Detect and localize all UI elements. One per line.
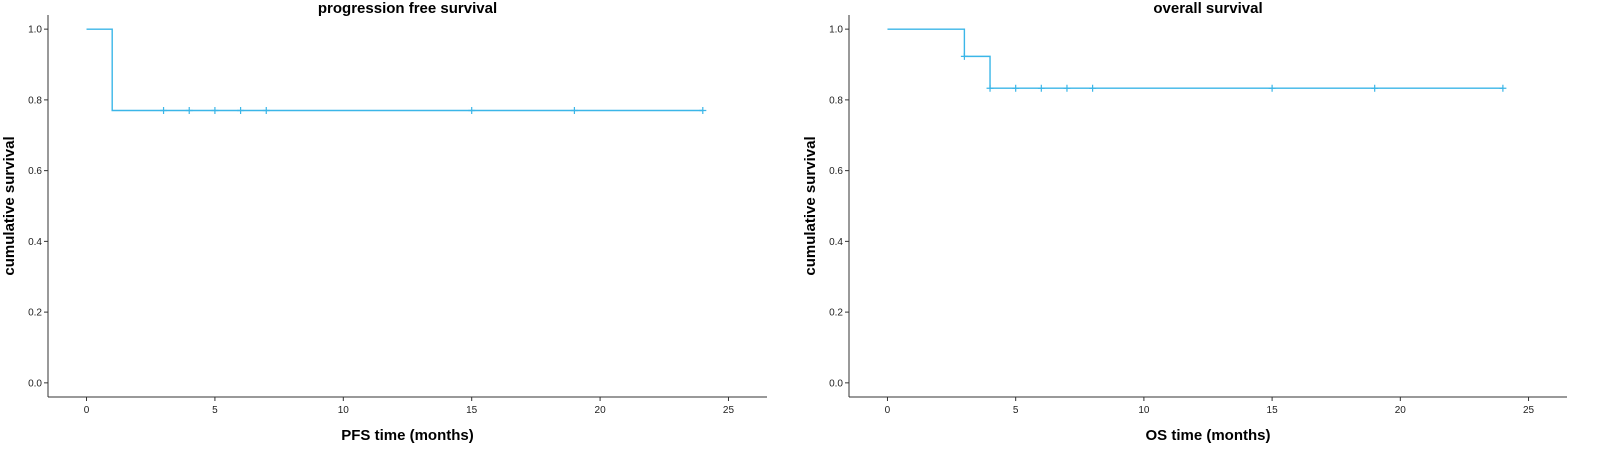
x-tick-label: 0 (84, 405, 90, 416)
x-axis-label: OS time (months) (1145, 427, 1270, 444)
y-tick-label: 0.2 (28, 308, 42, 319)
censor-mark (1037, 84, 1045, 92)
y-tick-label: 0.8 (829, 95, 843, 106)
censor-mark (237, 107, 245, 114)
marks (86, 28, 707, 114)
censor-mark (1012, 84, 1020, 92)
chart-title: overall survival (1153, 0, 1262, 17)
x-tick-label: 5 (1013, 405, 1019, 416)
axes (848, 15, 1567, 398)
censor-mark (1089, 84, 1097, 92)
censor-mark (1268, 84, 1276, 92)
censor-mark (1499, 84, 1507, 92)
y-tick-label: 0.0 (28, 378, 42, 389)
x-tick-label: 20 (1395, 405, 1407, 416)
x-tick-label: 5 (212, 405, 218, 416)
x-tick-label: 25 (1523, 405, 1535, 416)
x-tick-label: 0 (885, 405, 891, 416)
censor-mark (185, 107, 193, 114)
x-tick-label: 15 (1267, 405, 1279, 416)
chart-title: progression free survival (318, 0, 497, 17)
ticks: 0 5 10 15 20 25 0.0 0.2 0.4 0.6 0.8 1.0 (829, 25, 1534, 416)
y-tick-label: 0.8 (28, 95, 42, 106)
marks (887, 28, 1507, 92)
censor-mark (160, 107, 168, 114)
x-axis-label: PFS time (months) (341, 427, 474, 444)
x-tick-label: 20 (595, 405, 607, 416)
censor-mark (1371, 84, 1379, 92)
y-tick-label: 0.6 (28, 166, 42, 177)
censor-mark (211, 107, 219, 114)
chart-pfs: progression free survival PFS time (mont… (1, 0, 767, 444)
y-axis-label: cumulative survival (1, 136, 18, 275)
y-tick-label: 1.0 (829, 25, 843, 36)
chart-os: overall survival OS time (months) cumula… (802, 0, 1567, 444)
censor-mark (960, 52, 968, 60)
censor-mark (1063, 84, 1071, 92)
y-tick-label: 1.0 (28, 25, 42, 36)
censor-mark (468, 107, 476, 114)
x-tick-label: 10 (338, 405, 350, 416)
survival-curve (86, 28, 703, 112)
survival-curve (887, 28, 1503, 89)
y-axis-label: cumulative survival (802, 136, 819, 275)
axes (47, 15, 767, 398)
x-tick-label: 25 (723, 405, 735, 416)
y-tick-label: 0.4 (28, 237, 42, 248)
y-tick-label: 0.0 (829, 378, 843, 389)
censor-mark (570, 107, 578, 114)
ticks: 0 5 10 15 20 25 0.0 0.2 0.4 0.6 0.8 1.0 (28, 25, 734, 416)
y-tick-label: 0.6 (829, 166, 843, 177)
x-tick-label: 15 (466, 405, 478, 416)
y-tick-label: 0.4 (829, 237, 843, 248)
censor-mark (262, 107, 270, 114)
y-tick-label: 0.2 (829, 308, 843, 319)
censor-mark (986, 84, 994, 92)
x-tick-label: 10 (1138, 405, 1150, 416)
censor-mark (699, 107, 707, 114)
